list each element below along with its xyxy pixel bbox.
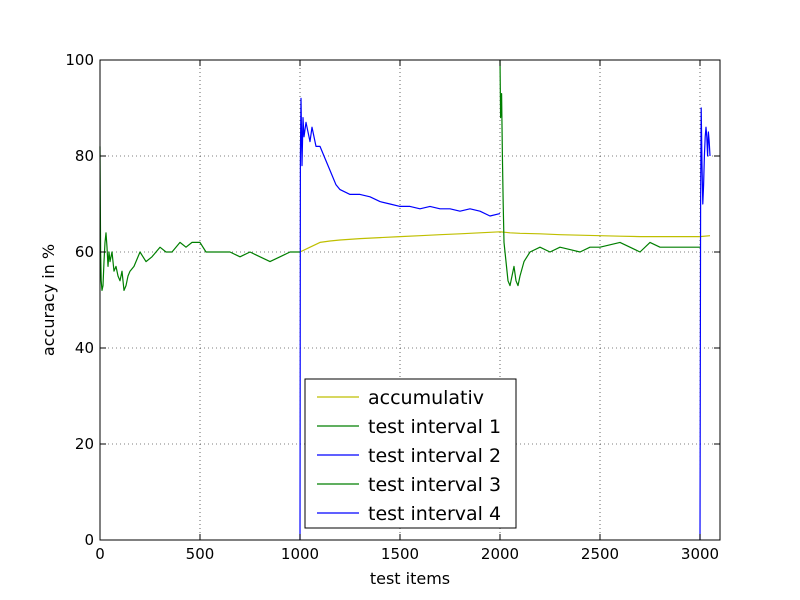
series-line-3 bbox=[299, 97, 501, 541]
y-tick-label: 0 bbox=[84, 531, 94, 549]
legend-label: test interval 2 bbox=[368, 445, 501, 467]
y-tick-label: 80 bbox=[75, 147, 94, 165]
series-line-1 bbox=[299, 231, 711, 253]
series-line-4 bbox=[499, 59, 700, 287]
y-tick-label: 40 bbox=[75, 339, 94, 357]
legend: accumulativ test interval 1 test interval … bbox=[304, 378, 517, 529]
series-lines bbox=[99, 59, 711, 541]
legend-label: test interval 4 bbox=[368, 503, 501, 525]
y-tick-label: 20 bbox=[75, 435, 94, 453]
x-tick-label: 2500 bbox=[581, 545, 619, 563]
y-axis-label: accuracy in % bbox=[39, 244, 58, 356]
x-tick-label: 0 bbox=[95, 545, 105, 563]
plot-frame bbox=[99, 59, 721, 541]
series-line-2 bbox=[99, 146, 300, 291]
x-axis-label: test items bbox=[370, 569, 450, 588]
x-tick-label: 1000 bbox=[281, 545, 319, 563]
axis-ticks: 0 500 1000 1500 2000 2500 3000 0 20 40 60 80 100 bbox=[65, 51, 720, 563]
series-line-5 bbox=[699, 107, 711, 541]
x-tick-label: 3000 bbox=[681, 545, 719, 563]
legend-label: test interval 3 bbox=[368, 474, 501, 496]
x-tick-label: 2000 bbox=[481, 545, 519, 563]
x-tick-label: 1500 bbox=[381, 545, 419, 563]
legend-box bbox=[304, 378, 517, 529]
x-tick-label: 500 bbox=[186, 545, 215, 563]
legend-label: test interval 1 bbox=[368, 416, 501, 438]
y-tick-label: 100 bbox=[65, 51, 94, 69]
legend-label: accumulativ bbox=[368, 387, 484, 409]
y-tick-label: 60 bbox=[75, 243, 94, 261]
